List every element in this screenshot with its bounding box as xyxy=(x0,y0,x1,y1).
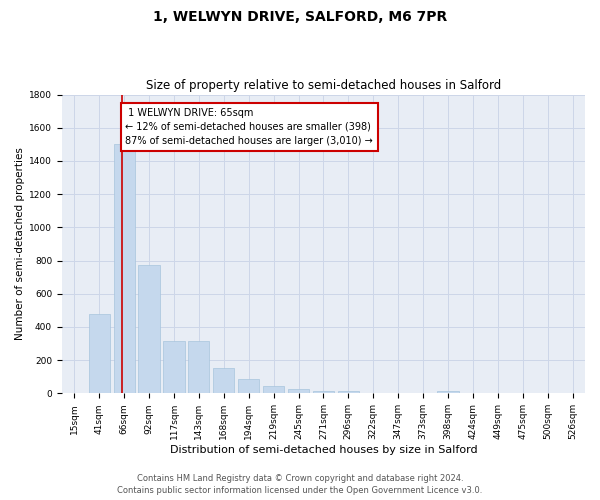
Bar xyxy=(188,341,209,394)
Bar xyxy=(437,391,458,394)
Bar xyxy=(113,144,135,394)
Bar xyxy=(89,314,110,394)
Title: Size of property relative to semi-detached houses in Salford: Size of property relative to semi-detach… xyxy=(146,79,501,92)
Y-axis label: Number of semi-detached properties: Number of semi-detached properties xyxy=(15,148,25,340)
Bar xyxy=(238,379,259,394)
Text: 1 WELWYN DRIVE: 65sqm
← 12% of semi-detached houses are smaller (398)
87% of sem: 1 WELWYN DRIVE: 65sqm ← 12% of semi-deta… xyxy=(125,108,373,146)
Bar xyxy=(163,341,185,394)
Bar xyxy=(338,391,359,394)
Text: Contains HM Land Registry data © Crown copyright and database right 2024.
Contai: Contains HM Land Registry data © Crown c… xyxy=(118,474,482,495)
Bar xyxy=(263,386,284,394)
Bar xyxy=(288,388,309,394)
Bar xyxy=(139,264,160,394)
Text: 1, WELWYN DRIVE, SALFORD, M6 7PR: 1, WELWYN DRIVE, SALFORD, M6 7PR xyxy=(153,10,447,24)
X-axis label: Distribution of semi-detached houses by size in Salford: Distribution of semi-detached houses by … xyxy=(170,445,477,455)
Bar xyxy=(213,368,235,394)
Bar xyxy=(313,391,334,394)
